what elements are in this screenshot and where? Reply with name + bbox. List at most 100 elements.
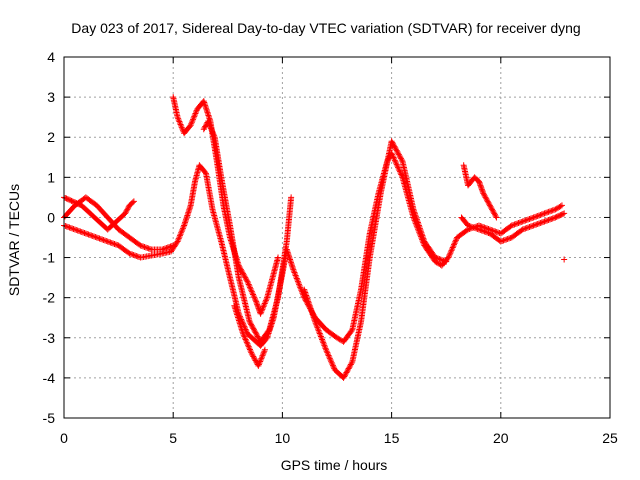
grid (64, 57, 610, 418)
data-point (435, 255, 442, 262)
data-point (249, 290, 256, 297)
data-point (91, 233, 98, 240)
data-point (394, 163, 401, 170)
data-point (70, 225, 77, 232)
data-point (523, 224, 530, 231)
data-point (451, 241, 457, 248)
data-point (256, 359, 263, 366)
data-point (514, 220, 521, 227)
data-point (86, 231, 93, 238)
data-point (483, 197, 490, 204)
data-point (465, 222, 472, 229)
data-point (449, 244, 456, 251)
data-point (146, 246, 153, 253)
y-tick-label: -1 (43, 250, 56, 266)
data-point (207, 124, 214, 131)
data-point (71, 226, 78, 233)
data-point (432, 254, 439, 261)
data-point (499, 238, 506, 245)
data-point (190, 114, 197, 121)
y-tick-label: -2 (43, 290, 56, 306)
data-point (211, 132, 218, 139)
data-point (398, 171, 405, 178)
data-point (206, 122, 213, 129)
data-point (254, 333, 261, 340)
data-point (167, 243, 174, 250)
data-point (145, 245, 152, 252)
data-point (187, 122, 194, 129)
data-point (512, 220, 519, 227)
data-point (112, 241, 119, 248)
data-point (176, 232, 183, 239)
data-point (178, 122, 185, 129)
data-point (446, 251, 453, 258)
data-point (507, 223, 514, 230)
data-point (205, 119, 212, 126)
data-point (317, 332, 324, 339)
data-point (261, 346, 268, 353)
data-point (175, 237, 182, 244)
data-point (346, 364, 353, 371)
data-point (488, 205, 495, 212)
data-point (180, 223, 187, 230)
data-point (470, 224, 477, 231)
data-point (250, 325, 257, 332)
data-point (260, 303, 267, 310)
data-point (248, 349, 255, 356)
data-point (320, 339, 327, 346)
data-point (536, 220, 543, 227)
data-point (133, 253, 140, 260)
x-tick-label: 20 (493, 430, 509, 446)
data-point (486, 201, 493, 208)
data-point (80, 229, 87, 236)
data-point (122, 210, 129, 217)
data-point (436, 256, 443, 263)
data-point (179, 125, 186, 132)
data-point (398, 172, 405, 179)
data-point (443, 258, 450, 265)
data-point (92, 233, 99, 240)
data-point (392, 146, 399, 153)
data-point (164, 244, 171, 251)
data-point (122, 209, 129, 216)
data-point (130, 198, 137, 205)
data-point (316, 330, 323, 337)
data-point (209, 128, 216, 135)
data-point (189, 117, 196, 124)
data-point (534, 220, 541, 227)
data-point (342, 370, 349, 377)
data-point (134, 253, 141, 260)
data-point (209, 129, 216, 136)
data-point (253, 332, 260, 339)
data-point (491, 210, 498, 217)
data-point (255, 361, 262, 368)
data-point (391, 155, 398, 162)
data-point (538, 211, 545, 218)
data-point (173, 239, 180, 246)
data-point (275, 254, 282, 261)
data-points (61, 94, 568, 381)
data-point (76, 227, 83, 234)
data-point (449, 245, 456, 252)
data-point (240, 270, 247, 277)
data-point (261, 301, 268, 308)
data-point (395, 151, 402, 158)
data-point (448, 247, 455, 254)
data-point (245, 342, 252, 349)
y-tick-label: 1 (47, 169, 55, 185)
data-point (65, 223, 72, 230)
data-point (439, 257, 446, 264)
data-point (516, 219, 523, 226)
data-point (394, 148, 401, 155)
data-point (251, 354, 258, 361)
data-point (246, 282, 253, 289)
data-point (262, 297, 269, 304)
data-point (467, 223, 474, 230)
data-point (433, 255, 440, 262)
data-point (318, 334, 325, 341)
data-point (546, 216, 553, 223)
data-point (558, 202, 565, 209)
data-point (241, 335, 248, 342)
data-point (114, 242, 121, 249)
data-point (249, 324, 256, 331)
